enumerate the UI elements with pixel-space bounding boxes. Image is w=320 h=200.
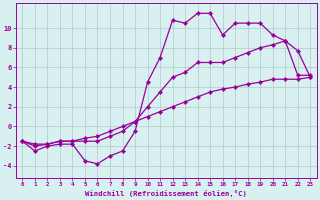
X-axis label: Windchill (Refroidissement éolien,°C): Windchill (Refroidissement éolien,°C) [85, 190, 247, 197]
